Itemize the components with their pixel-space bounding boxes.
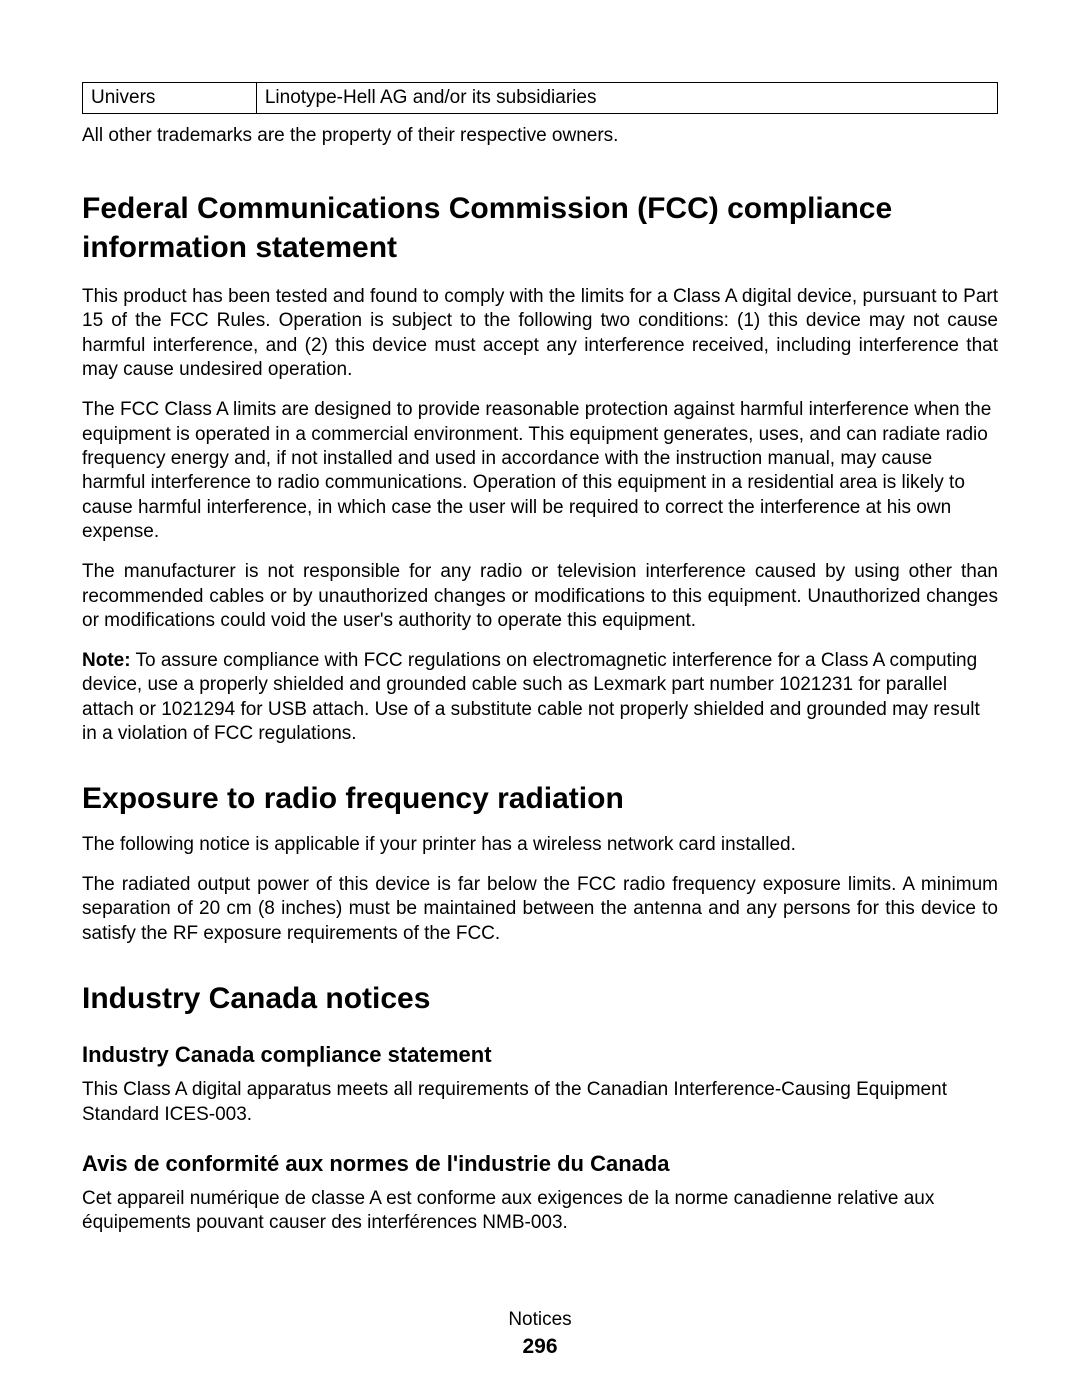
rf-paragraph-2: The radiated output power of this device… — [82, 873, 998, 946]
heading-ic: Industry Canada notices — [82, 980, 998, 1018]
fcc-note: Note: To assure compliance with FCC regu… — [82, 649, 998, 746]
trademark-note: All other trademarks are the property of… — [82, 124, 998, 148]
table-cell-name: Univers — [83, 83, 257, 114]
page-footer: Notices 296 — [0, 1309, 1080, 1359]
ic-paragraph-en: This Class A digital apparatus meets all… — [82, 1078, 998, 1127]
note-label: Note: — [82, 650, 131, 671]
trademark-table: Univers Linotype-Hell AG and/or its subs… — [82, 82, 998, 114]
fcc-paragraph-3: The manufacturer is not responsible for … — [82, 560, 998, 633]
subheading-ic-fr: Avis de conformité aux normes de l'indus… — [82, 1151, 998, 1177]
heading-fcc: Federal Communications Commission (FCC) … — [82, 190, 998, 267]
table-row: Univers Linotype-Hell AG and/or its subs… — [83, 83, 998, 114]
footer-page-number: 296 — [0, 1335, 1080, 1359]
heading-rf: Exposure to radio frequency radiation — [82, 780, 998, 818]
table-cell-owner: Linotype-Hell AG and/or its subsidiaries — [256, 83, 997, 114]
fcc-paragraph-2: The FCC Class A limits are designed to p… — [82, 398, 998, 544]
subheading-ic-en: Industry Canada compliance statement — [82, 1042, 998, 1068]
footer-section-label: Notices — [0, 1309, 1080, 1331]
note-body: To assure compliance with FCC regulation… — [82, 650, 980, 744]
rf-paragraph-1: The following notice is applicable if yo… — [82, 833, 998, 857]
fcc-paragraph-1: This product has been tested and found t… — [82, 285, 998, 382]
ic-paragraph-fr: Cet appareil numérique de classe A est c… — [82, 1187, 998, 1236]
